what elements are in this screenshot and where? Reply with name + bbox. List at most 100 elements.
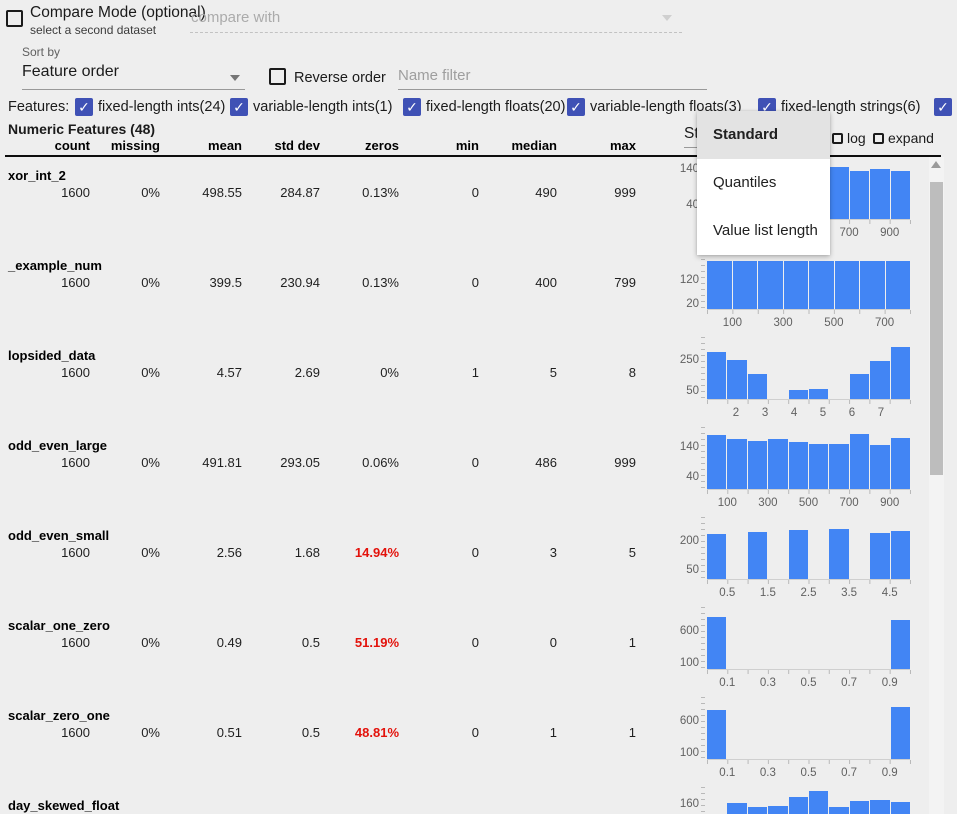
stat-missing: 0% [141,185,160,200]
stat-median: 1 [549,725,557,740]
histogram-plot [707,607,911,670]
stat-min: 0 [471,545,479,560]
log-checkbox[interactable] [832,133,843,144]
stat-count: 1600 [61,275,90,290]
stat-min: 0 [471,725,479,740]
histogram-bar [707,434,727,489]
stat-median: 490 [535,185,557,200]
histogram: 200 50 0.5 1.5 2.5 3.5 4.5 [655,517,915,607]
x-axis-tick-label: 0.5 [800,677,817,689]
x-axis-tick-label: 0.3 [759,677,776,689]
table-row: day_skewed_float 160600.10.30.50.70.9 [0,787,957,814]
feature-type-checkbox[interactable]: ✓ [934,98,952,116]
histogram-bar [849,170,870,219]
feature-type-checkbox[interactable]: ✓ [403,98,421,116]
x-axis-tick-label: 500 [824,317,844,329]
histogram-bar [707,709,727,759]
name-filter-underline [398,89,707,90]
histogram-bar [788,796,809,814]
reverse-order-checkbox[interactable] [269,68,286,85]
histogram-bar [890,530,911,579]
chart-type-menu: Standard Quantiles Value list length [697,111,830,255]
y-axis-tick-label: 140 [679,163,699,176]
table-row: scalar_zero_one 1600 0% 0.51 0.5 48.81% 0 1 1 600… [0,697,957,798]
y-axis-tick-label: 100 [679,656,699,669]
x-axis-tick-label: 300 [758,497,778,509]
chart-scrollbar[interactable] [929,157,944,814]
menu-item[interactable]: Standard [697,111,830,159]
feature-type-checkbox[interactable]: ✓ [230,98,248,116]
stat-min: 0 [471,275,479,290]
stat-min: 0 [471,635,479,650]
histogram-plot [707,427,911,490]
histogram-bar [768,438,788,489]
x-axis-tick-label: 0.7 [841,767,858,779]
stat-missing: 0% [141,725,160,740]
x-axis-tick-label: 900 [880,497,900,509]
feature-type-checkbox[interactable]: ✓ [75,98,93,116]
expand-label: expand [888,130,934,146]
table-header-divider [5,155,941,157]
histogram-plot [707,787,911,814]
reverse-order-label: Reverse order [294,70,386,86]
histogram-bar [860,261,885,309]
feature-name: xor_int_2 [8,168,66,183]
y-axis-tick-label: 600 [679,625,699,637]
scrollbar-thumb[interactable] [930,182,943,475]
name-filter-input[interactable]: Name filter [398,67,471,84]
compare-with-input[interactable]: compare with [191,9,281,26]
stat-max: 999 [614,455,636,470]
features-label: Features: [8,99,70,115]
menu-item[interactable]: Quantiles [713,174,777,191]
stat-mean: 491.81 [202,455,242,470]
stat-median: 400 [535,275,557,290]
histogram-bar [809,443,829,489]
histogram-bar [809,790,829,814]
x-axis-tick-label: 4 [790,407,798,419]
y-axis-tick-label: 140 [679,440,699,453]
scrollbar-up-icon[interactable] [931,161,941,168]
y-axis-minor-ticks [701,337,705,399]
stat-count: 1600 [61,185,90,200]
compare-with-dropdown-icon[interactable] [662,15,672,21]
feature-name: lopsided_data [8,348,96,363]
x-axis-tick-label: 500 [798,497,819,509]
histogram-bar [727,360,747,399]
stat-stddev: 293.05 [280,455,320,470]
stat-median: 5 [549,365,557,380]
table-row: odd_even_small 1600 0% 2.56 1.68 14.94% 0 3 5 200… [0,517,957,618]
expand-checkbox[interactable] [873,133,884,144]
histogram-bar [890,347,911,399]
stat-median: 3 [549,545,557,560]
column-header-missing: missing [110,138,160,153]
stat-zeros: 0.13% [362,275,399,290]
stat-min: 0 [471,455,479,470]
y-axis-minor-ticks [701,787,705,814]
stat-zeros: 51.19% [354,635,399,650]
histogram-bar [870,532,890,579]
stat-zeros: 14.94% [354,545,399,560]
stat-count: 1600 [61,545,90,560]
histogram-bar [747,806,768,814]
histogram-bar [747,373,768,399]
y-axis-tick-label: 40 [686,198,699,211]
stat-min: 0 [471,185,479,200]
compare-mode-checkbox[interactable] [6,10,23,27]
histogram-plot [707,697,911,760]
sort-by-select[interactable]: Feature order [22,63,119,80]
x-axis-tick-label: 700 [875,317,895,329]
sort-by-underline [22,89,245,90]
stat-max: 8 [628,365,636,380]
menu-item[interactable]: Value list length [713,222,818,239]
column-header-median: median [511,138,557,153]
feature-type-checkbox[interactable]: ✓ [567,98,585,116]
histogram: 600 100 0.1 0.3 0.5 0.7 0.9 [655,697,915,787]
x-axis-tick-label: 700 [839,227,859,239]
histogram: 160600.10.30.50.70.9 [655,787,915,814]
sort-by-dropdown-icon[interactable] [230,75,240,81]
column-header-mean: mean [208,138,242,153]
histogram-bar [747,531,768,579]
histogram-bar [829,443,849,489]
x-axis-minor-ticks [707,760,911,764]
stat-median: 486 [535,455,557,470]
